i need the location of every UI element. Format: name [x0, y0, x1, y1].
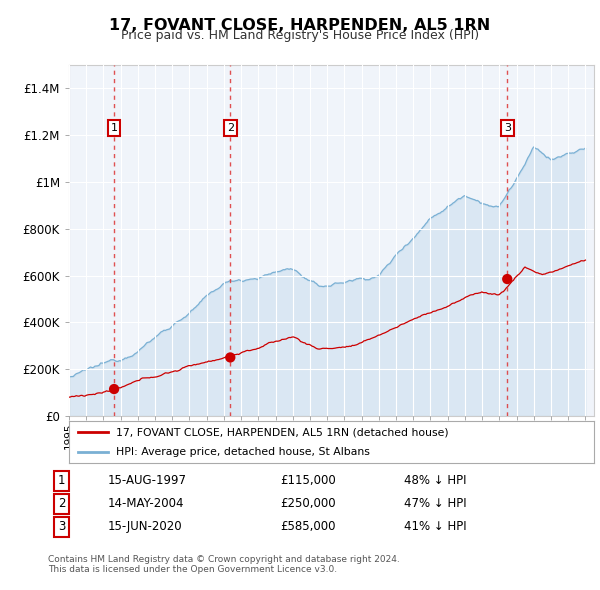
Text: 17, FOVANT CLOSE, HARPENDEN, AL5 1RN: 17, FOVANT CLOSE, HARPENDEN, AL5 1RN — [109, 18, 491, 32]
Text: HPI: Average price, detached house, St Albans: HPI: Average price, detached house, St A… — [116, 447, 370, 457]
Text: 1: 1 — [110, 123, 118, 133]
Text: 47% ↓ HPI: 47% ↓ HPI — [404, 497, 467, 510]
Text: 17, FOVANT CLOSE, HARPENDEN, AL5 1RN (detached house): 17, FOVANT CLOSE, HARPENDEN, AL5 1RN (de… — [116, 427, 449, 437]
Text: 3: 3 — [58, 520, 65, 533]
Text: 2: 2 — [227, 123, 234, 133]
Text: 3: 3 — [504, 123, 511, 133]
Point — [109, 384, 119, 394]
Text: 2: 2 — [58, 497, 65, 510]
Text: Contains HM Land Registry data © Crown copyright and database right 2024.
This d: Contains HM Land Registry data © Crown c… — [48, 555, 400, 574]
Text: 15-JUN-2020: 15-JUN-2020 — [107, 520, 182, 533]
Text: 41% ↓ HPI: 41% ↓ HPI — [404, 520, 467, 533]
Text: £115,000: £115,000 — [280, 474, 336, 487]
Text: £585,000: £585,000 — [280, 520, 336, 533]
Point — [502, 274, 512, 284]
Text: Price paid vs. HM Land Registry's House Price Index (HPI): Price paid vs. HM Land Registry's House … — [121, 30, 479, 42]
Text: 14-MAY-2004: 14-MAY-2004 — [107, 497, 184, 510]
Text: 15-AUG-1997: 15-AUG-1997 — [107, 474, 187, 487]
Text: 48% ↓ HPI: 48% ↓ HPI — [404, 474, 467, 487]
Text: 1: 1 — [58, 474, 65, 487]
Text: £250,000: £250,000 — [280, 497, 336, 510]
Point — [226, 353, 235, 362]
